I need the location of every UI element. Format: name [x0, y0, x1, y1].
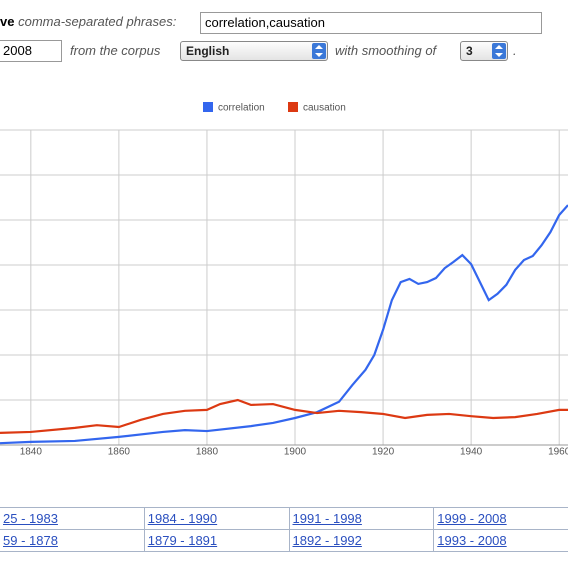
line [0, 204, 568, 445]
phrases-input[interactable]: correlation,causation [200, 12, 542, 34]
link[interactable]: 1999 - 2008 [437, 511, 507, 526]
links-table: 25 - 1983 1984 - 1990 1991 - 1998 1999 - 20… [0, 507, 568, 552]
legend-swatch [288, 102, 298, 112]
corpus-label: from the corpus [70, 43, 161, 58]
phrases-label: ve comma-separated phrases: [0, 14, 176, 29]
select-arrow [492, 43, 506, 59]
x-tick-label: 1960 [548, 447, 568, 458]
smoothing-select[interactable]: 3 [460, 41, 508, 61]
legend-label: causation [303, 103, 346, 114]
label-bold: ve [0, 14, 15, 29]
period: . [513, 43, 517, 58]
corpus-value: English [186, 44, 230, 58]
x-tick-label: 1940 [460, 447, 483, 458]
x-tick-label: 1900 [284, 447, 307, 458]
x-tick-label: 1920 [372, 447, 395, 458]
end-year-input[interactable]: 2008 [0, 40, 62, 62]
legend-swatch [203, 102, 213, 112]
link[interactable]: 1993 - 2008 [437, 533, 507, 548]
link[interactable]: 1991 - 1998 [292, 511, 362, 526]
x-tick-label: 1860 [108, 447, 131, 458]
smoothing-label: with smoothing of [335, 43, 437, 58]
x-tick-label: 1880 [196, 447, 219, 458]
label-text: comma-separated phrases: [18, 14, 177, 29]
smoothing-value: 3 [466, 44, 473, 58]
line [0, 398, 568, 434]
corpus-select[interactable]: English [180, 41, 328, 61]
select-arrow [312, 43, 326, 59]
x-tick-label: 1840 [20, 447, 43, 458]
link[interactable]: 59 - 1878 [3, 533, 58, 548]
link[interactable]: 25 - 1983 [3, 511, 58, 526]
link[interactable]: 1984 - 1990 [147, 511, 218, 526]
legend-label: correlation [218, 103, 265, 114]
link[interactable]: 1879 - 1891 [147, 533, 218, 548]
link[interactable]: 1892 - 1992 [292, 533, 362, 548]
